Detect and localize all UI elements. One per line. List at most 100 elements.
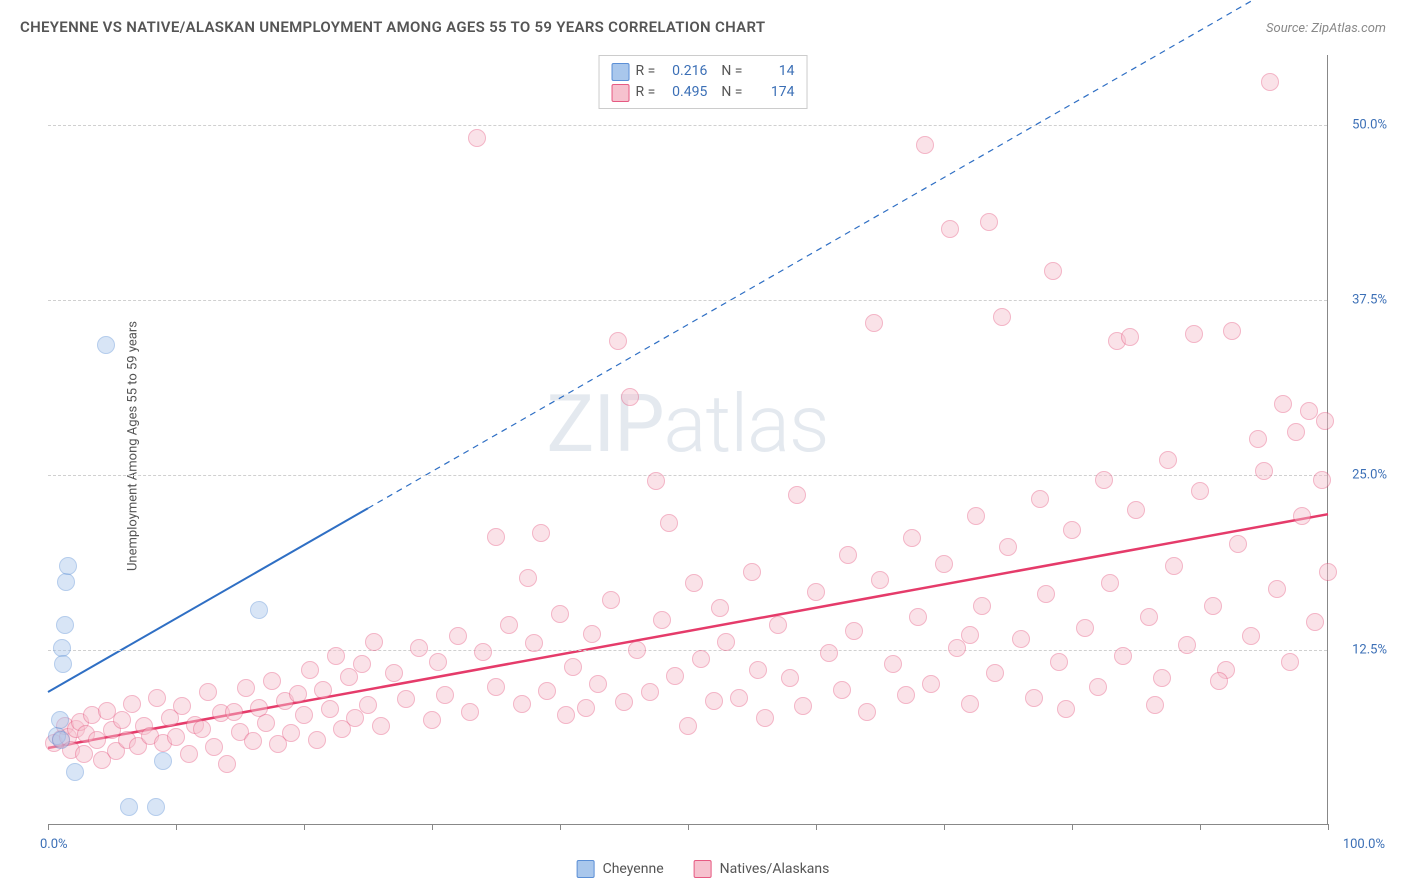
data-point [557, 706, 575, 724]
data-point [423, 711, 441, 729]
data-point [1293, 507, 1311, 525]
data-point [858, 703, 876, 721]
data-point [685, 574, 703, 592]
data-point [52, 731, 70, 749]
data-point [807, 583, 825, 601]
x-tick [432, 824, 433, 830]
data-point [436, 686, 454, 704]
y-tick-label: 37.5% [1337, 293, 1387, 308]
x-tick [48, 824, 49, 830]
data-point [314, 681, 332, 699]
data-point [1229, 535, 1247, 553]
data-point [1153, 669, 1171, 687]
data-point [641, 683, 659, 701]
data-point [1274, 395, 1292, 413]
data-point [583, 625, 601, 643]
data-point [1050, 653, 1068, 671]
x-tick [176, 824, 177, 830]
legend-item-cheyenne: Cheyenne [577, 860, 664, 878]
watermark: ZIPatlas [546, 377, 828, 471]
gridline [48, 650, 1327, 651]
y-tick-label: 25.0% [1337, 468, 1387, 483]
data-point [705, 692, 723, 710]
data-point [865, 314, 883, 332]
data-point [781, 669, 799, 687]
data-point [397, 690, 415, 708]
x-max-label: 100.0% [1343, 837, 1385, 852]
data-point [1127, 501, 1145, 519]
data-point [1210, 672, 1228, 690]
data-point [218, 755, 236, 773]
data-point [372, 717, 390, 735]
x-tick [304, 824, 305, 830]
data-point [257, 714, 275, 732]
data-point [941, 220, 959, 238]
data-point [225, 703, 243, 721]
data-point [123, 695, 141, 713]
data-point [500, 616, 518, 634]
data-point [429, 653, 447, 671]
data-point [410, 639, 428, 657]
data-point [1012, 630, 1030, 648]
data-point [353, 655, 371, 673]
source-label: Source: ZipAtlas.com [1266, 21, 1386, 36]
data-point [54, 655, 72, 673]
data-point [884, 655, 902, 673]
data-point [532, 524, 550, 542]
series-legend: Cheyenne Natives/Alaskans [577, 860, 830, 878]
data-point [53, 639, 71, 657]
data-point [1140, 608, 1158, 626]
data-point [365, 633, 383, 651]
data-point [51, 711, 69, 729]
stats-legend: R =0.216N =14R =0.495N =174 [599, 55, 808, 109]
data-point [845, 622, 863, 640]
data-point [327, 647, 345, 665]
data-point [647, 472, 665, 490]
data-point [1114, 647, 1132, 665]
data-point [788, 486, 806, 504]
data-point [609, 332, 627, 350]
data-point [961, 695, 979, 713]
data-point [1223, 322, 1241, 340]
data-point [916, 136, 934, 154]
data-point [1121, 328, 1139, 346]
data-point [301, 661, 319, 679]
data-point [794, 697, 812, 715]
data-point [487, 528, 505, 546]
legend-item-natives: Natives/Alaskans [694, 860, 830, 878]
data-point [1025, 689, 1043, 707]
data-point [295, 706, 313, 724]
data-point [749, 661, 767, 679]
data-point [602, 591, 620, 609]
data-point [1095, 471, 1113, 489]
data-point [653, 611, 671, 629]
data-point [1306, 613, 1324, 631]
data-point [1101, 574, 1119, 592]
data-point [474, 643, 492, 661]
data-point [1191, 482, 1209, 500]
data-point [250, 601, 268, 619]
data-point [385, 664, 403, 682]
data-point [999, 538, 1017, 556]
data-point [1204, 597, 1222, 615]
data-point [282, 724, 300, 742]
data-point [1300, 402, 1318, 420]
data-point [1242, 627, 1260, 645]
gridline [48, 125, 1327, 126]
data-point [839, 546, 857, 564]
y-tick-label: 12.5% [1337, 643, 1387, 658]
data-point [1044, 262, 1062, 280]
legend-swatch-cheyenne [577, 860, 595, 878]
x-min-label: 0.0% [40, 837, 68, 852]
data-point [487, 678, 505, 696]
data-point [935, 555, 953, 573]
data-point [621, 388, 639, 406]
data-point [359, 696, 377, 714]
data-point [666, 667, 684, 685]
data-point [730, 689, 748, 707]
x-tick [816, 824, 817, 830]
data-point [897, 686, 915, 704]
data-point [833, 681, 851, 699]
data-point [193, 720, 211, 738]
legend-label-natives: Natives/Alaskans [720, 861, 830, 877]
